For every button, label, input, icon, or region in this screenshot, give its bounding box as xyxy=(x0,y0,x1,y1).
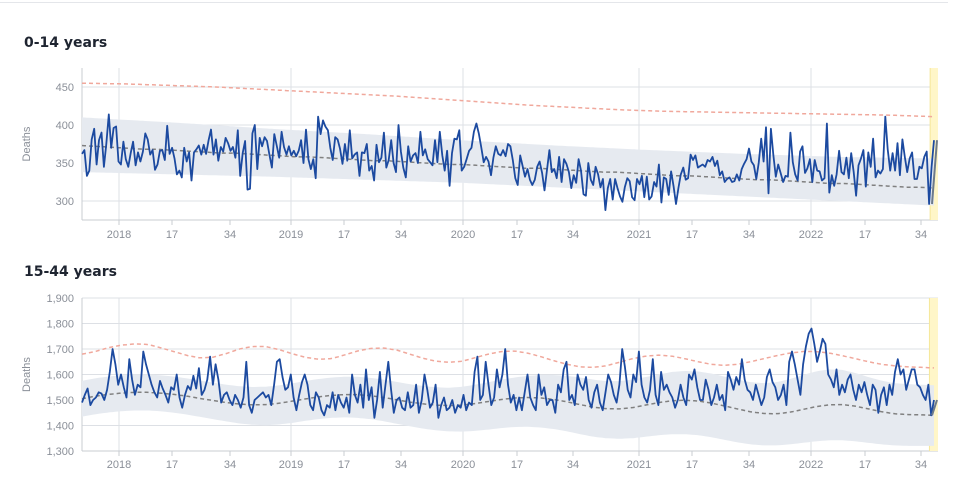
x-tick-label: 34 xyxy=(224,229,236,241)
baseline-line xyxy=(81,391,935,417)
x-tick-label: 2020 xyxy=(451,229,475,241)
chart-15-44-years[interactable]: 1,300 1,400 1,500 1,600 1,700 1,800 1,900 Death… xyxy=(0,294,974,479)
x-tick-label: 17 xyxy=(686,229,698,241)
y-tick-label: 1,800 xyxy=(46,319,74,331)
y-tick-label: 1,400 xyxy=(46,421,74,433)
x-tick-label: 17 xyxy=(686,459,698,471)
x-tick-label: 34 xyxy=(567,459,579,471)
y-tick-label: 1,600 xyxy=(46,370,74,382)
x-tick-label: 2022 xyxy=(799,459,823,471)
y-tick-label: 300 xyxy=(56,196,74,208)
y-tick-label: 350 xyxy=(56,158,74,170)
y-tick-label: 1,300 xyxy=(46,446,74,458)
x-tick-label: 2021 xyxy=(627,229,651,241)
y-tick-label: 1,500 xyxy=(46,395,74,407)
x-tick-label: 2018 xyxy=(107,229,131,241)
x-tick-label: 34 xyxy=(395,459,407,471)
x-tick-label: 2021 xyxy=(627,459,651,471)
observed-deaths-line xyxy=(81,113,935,211)
y-tick-label: 450 xyxy=(56,82,74,94)
x-tick-label: 34 xyxy=(915,229,927,241)
incomplete-data-segment xyxy=(931,399,938,416)
x-tick-label: 34 xyxy=(743,459,755,471)
recent-weeks-highlight xyxy=(929,298,938,451)
x-tick-label: 17 xyxy=(511,229,523,241)
y-tick-label: 1,700 xyxy=(46,344,74,356)
prediction-band xyxy=(82,117,934,206)
x-tick-label: 34 xyxy=(743,229,755,241)
x-tick-label: 17 xyxy=(859,459,871,471)
x-tick-label: 17 xyxy=(859,229,871,241)
chart-0-14-years[interactable]: 300 350 400 450 Deaths 2018 17 34 2019 17 34 2020 17… xyxy=(0,64,974,249)
x-tick-label: 34 xyxy=(915,459,927,471)
threshold-line xyxy=(82,82,934,118)
chart-title-15-44: 15-44 years xyxy=(24,264,117,280)
baseline-line xyxy=(81,144,935,189)
x-tick-label: 2020 xyxy=(451,459,475,471)
x-tick-label: 2018 xyxy=(107,459,131,471)
chart-title-0-14: 0-14 years xyxy=(24,35,108,51)
incomplete-data-segment xyxy=(931,140,938,205)
x-tick-label: 17 xyxy=(511,459,523,471)
x-tick-label: 17 xyxy=(166,459,178,471)
x-tick-label: 34 xyxy=(224,459,236,471)
x-tick-label: 2019 xyxy=(279,229,303,241)
observed-deaths-line xyxy=(81,327,935,419)
top-divider xyxy=(0,2,948,3)
prediction-band xyxy=(82,369,934,446)
y-axis-label: Deaths xyxy=(21,126,33,161)
x-tick-label: 34 xyxy=(567,229,579,241)
x-tick-label: 2022 xyxy=(799,229,823,241)
x-tick-label: 34 xyxy=(395,229,407,241)
y-tick-label: 400 xyxy=(56,120,74,132)
x-tick-label: 2019 xyxy=(279,459,303,471)
y-axis-label: Deaths xyxy=(21,357,33,392)
x-tick-label: 17 xyxy=(338,229,350,241)
threshold-line xyxy=(81,343,935,369)
x-tick-label: 17 xyxy=(338,459,350,471)
x-tick-label: 17 xyxy=(166,229,178,241)
y-tick-label: 1,900 xyxy=(46,294,74,305)
